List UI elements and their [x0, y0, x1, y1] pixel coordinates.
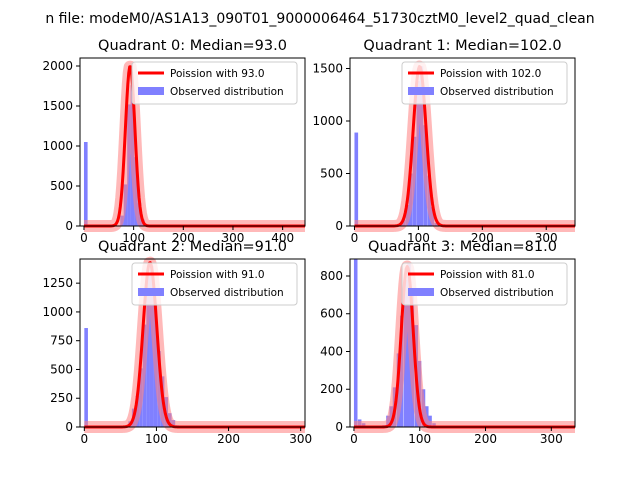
- x-tick-label: 100: [145, 432, 168, 446]
- y-tick-label: 1000: [42, 139, 73, 153]
- y-tick-label: 0: [65, 219, 73, 233]
- legend-label-observed: Observed distribution: [440, 86, 554, 98]
- y-tick-label: 0: [335, 420, 343, 434]
- legend-label-fit: Poission with 91.0: [170, 269, 265, 281]
- subplot-quadrant-3: 0 100 200 300 0 200 400 600 800 Quadrant 3: Media…: [320, 239, 581, 446]
- axes-frame: [79, 57, 306, 227]
- y-tick-label: 250: [50, 391, 73, 405]
- axes-frame: [349, 57, 576, 227]
- x-tick-label: 0: [351, 231, 359, 245]
- y-tick-label: 500: [320, 167, 343, 181]
- legend-label-observed: Observed distribution: [170, 287, 284, 299]
- y-tick-label: 1000: [312, 114, 343, 128]
- legend-label-fit: Poission with 102.0: [440, 68, 541, 80]
- observed-bar: [84, 328, 88, 427]
- x-tick-label: 300: [535, 231, 558, 245]
- legend-box: [131, 262, 298, 306]
- x-tick-label: 0: [350, 432, 358, 446]
- legend-label-fit: Poission with 81.0: [440, 269, 535, 281]
- subplot-title: Quadrant 1: Median=102.0: [363, 38, 561, 54]
- x-tick-label: 200: [172, 231, 195, 245]
- y-tick-label: 500: [50, 362, 73, 376]
- y-tick-label: 1500: [312, 62, 343, 76]
- legend-bar-swatch: [408, 288, 434, 296]
- legend: Poission with 91.0 Observed distribution: [131, 262, 298, 306]
- subplot-quadrant-1: 0 100 200 300 0 500 1000 1500 Quadrant 1: Median…: [312, 38, 581, 245]
- x-tick-label: 100: [122, 231, 145, 245]
- subplot-title: Quadrant 3: Median=81.0: [368, 239, 557, 255]
- observed-bar: [353, 259, 358, 427]
- x-tick-label: 0: [81, 432, 89, 446]
- subplot-quadrant-0: 0 100 200 300 400 0 500 1000 1500 2000 Quadrant 0:…: [42, 38, 311, 245]
- observed-bar: [416, 81, 421, 226]
- observed-bar: [149, 265, 154, 427]
- legend-label-observed: Observed distribution: [170, 86, 284, 98]
- x-tick-label: 300: [540, 432, 563, 446]
- observed-bar: [354, 132, 359, 226]
- subplot-title: Quadrant 0: Median=93.0: [98, 38, 287, 54]
- legend: Poission with 93.0 Observed distribution: [131, 61, 298, 105]
- legend-label-fit: Poission with 93.0: [170, 68, 265, 80]
- y-tick-label: 2000: [42, 59, 73, 73]
- x-tick-label: 100: [408, 432, 431, 446]
- legend-bar-swatch: [408, 87, 434, 95]
- y-tick-label: 1500: [42, 99, 73, 113]
- x-tick-label: 0: [80, 231, 88, 245]
- x-tick-label: 200: [471, 231, 494, 245]
- y-tick-label: 400: [320, 344, 343, 358]
- legend-bar-swatch: [138, 87, 164, 95]
- y-tick-label: 200: [320, 382, 343, 396]
- y-tick-label: 1000: [42, 305, 73, 319]
- legend-bar-swatch: [138, 288, 164, 296]
- figure-suptitle: n file: modeM0/AS1A13_090T01_9000006464_…: [45, 11, 594, 27]
- axes-frame: [349, 258, 576, 428]
- x-tick-label: 400: [271, 231, 294, 245]
- legend-box: [401, 262, 568, 306]
- y-tick-label: 0: [65, 420, 73, 434]
- legend: Poission with 102.0 Observed distribution: [401, 61, 568, 105]
- y-tick-label: 600: [320, 307, 343, 321]
- x-tick-label: 300: [222, 231, 245, 245]
- y-tick-label: 500: [50, 179, 73, 193]
- y-tick-label: 750: [50, 334, 73, 348]
- y-tick-label: 0: [335, 219, 343, 233]
- subplot-title: Quadrant 2: Median=91.0: [98, 239, 287, 255]
- axes-frame: [79, 258, 306, 428]
- observed-bar: [83, 142, 88, 226]
- subplot-quadrant-2: 0 100 200 300 0 250 500 750 1000 1250 Quadrant 2: …: [42, 239, 312, 446]
- observed-bar: [146, 275, 150, 427]
- x-tick-label: 300: [289, 432, 312, 446]
- legend-box: [401, 61, 568, 105]
- x-tick-label: 100: [407, 231, 430, 245]
- y-tick-label: 1250: [42, 276, 73, 290]
- legend-box: [131, 61, 298, 105]
- y-tick-label: 800: [320, 269, 343, 283]
- x-tick-label: 200: [474, 432, 497, 446]
- x-tick-label: 200: [217, 432, 240, 446]
- legend: Poission with 81.0 Observed distribution: [401, 262, 568, 306]
- legend-label-observed: Observed distribution: [440, 287, 554, 299]
